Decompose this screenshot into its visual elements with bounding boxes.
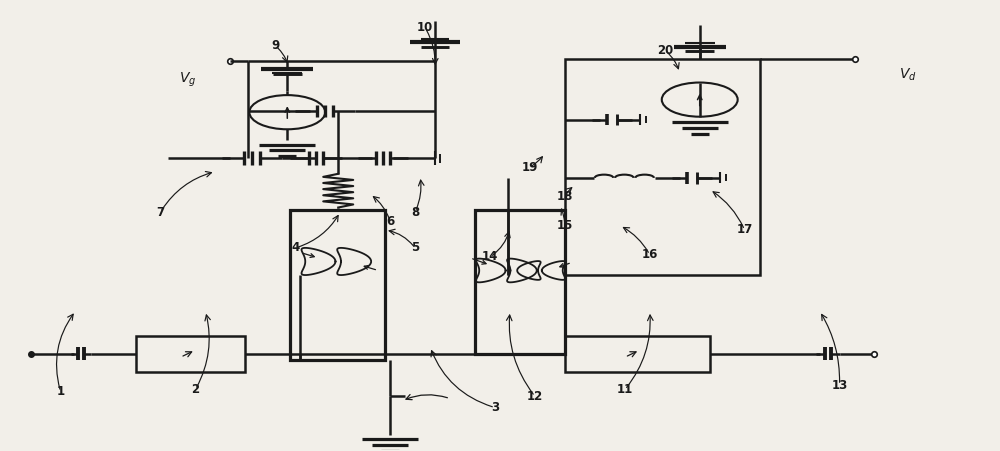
- Text: $V_g$: $V_g$: [179, 70, 196, 88]
- Text: 5: 5: [411, 241, 419, 254]
- Text: 20: 20: [657, 44, 673, 57]
- Text: 4: 4: [291, 241, 299, 254]
- Bar: [565, 59, 760, 275]
- Text: 7: 7: [156, 206, 165, 219]
- Text: 19: 19: [522, 161, 538, 174]
- Text: 8: 8: [411, 206, 419, 219]
- Text: 9: 9: [271, 39, 279, 52]
- Bar: [475, 210, 565, 354]
- Text: 13: 13: [831, 378, 848, 391]
- Bar: [290, 210, 385, 360]
- Text: 11: 11: [617, 383, 633, 396]
- Text: 10: 10: [417, 21, 433, 34]
- Text: 16: 16: [642, 248, 658, 261]
- Text: 14: 14: [482, 250, 498, 263]
- Bar: [565, 336, 710, 372]
- Text: 18: 18: [557, 190, 573, 203]
- Text: $V_d$: $V_d$: [899, 67, 917, 83]
- Text: 1: 1: [57, 385, 65, 398]
- Bar: [136, 336, 245, 372]
- Text: 12: 12: [527, 390, 543, 403]
- Text: 6: 6: [386, 215, 394, 227]
- Text: 3: 3: [491, 401, 499, 414]
- Text: 17: 17: [737, 224, 753, 236]
- Text: 15: 15: [557, 219, 573, 232]
- Text: 2: 2: [191, 383, 199, 396]
